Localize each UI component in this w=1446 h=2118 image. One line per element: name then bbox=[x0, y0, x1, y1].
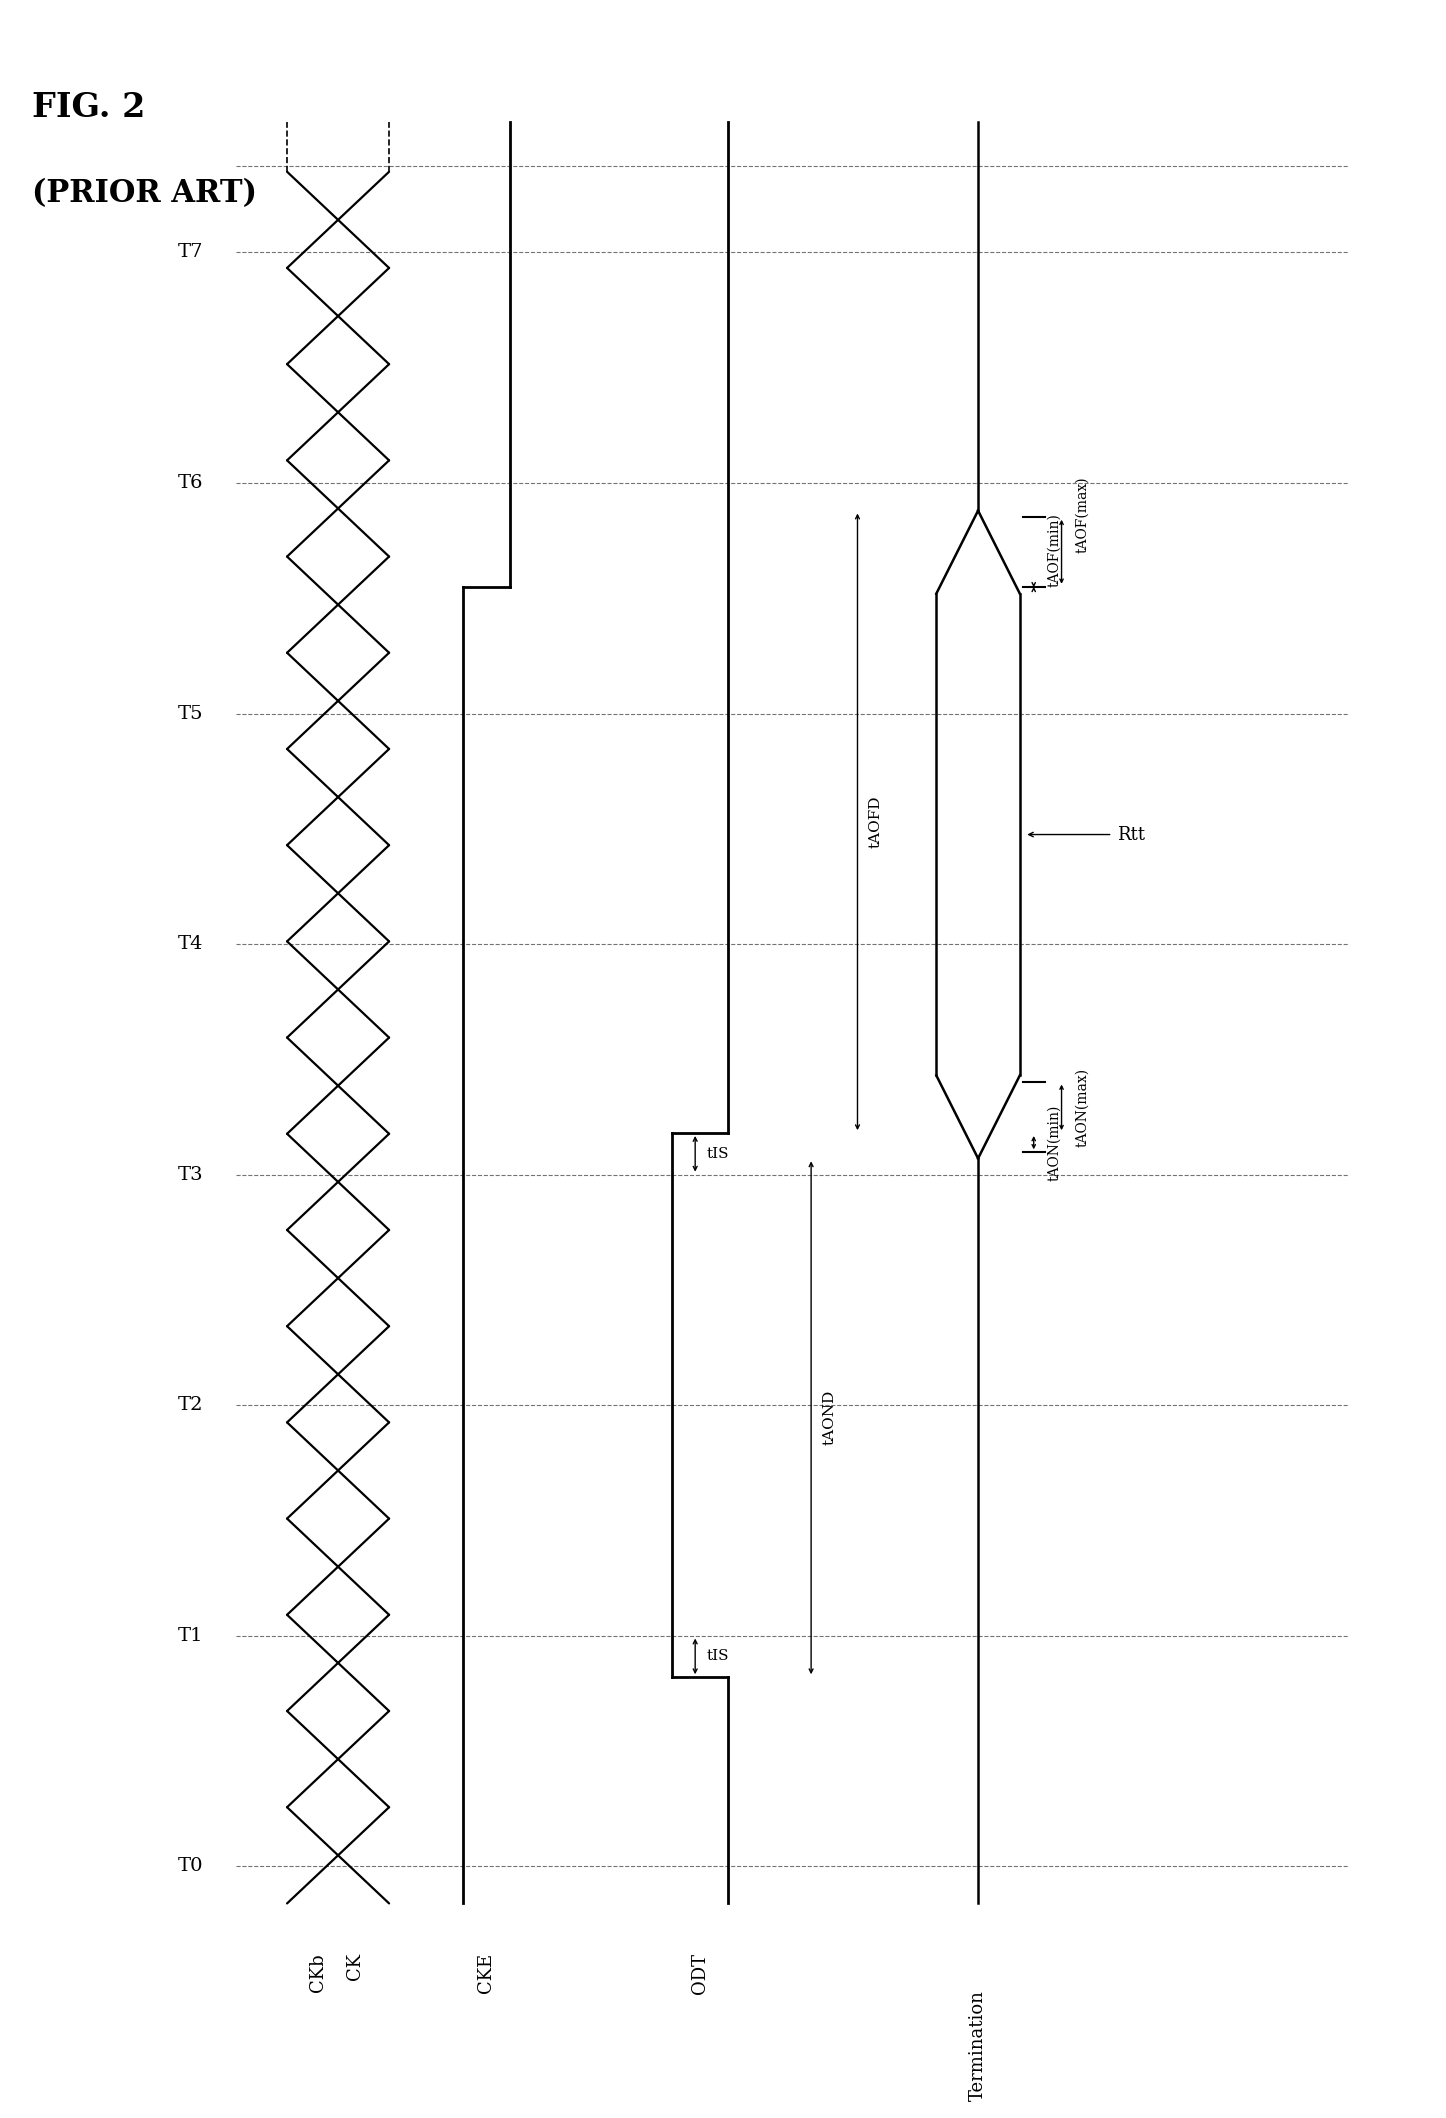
Text: tAOND: tAOND bbox=[823, 1389, 836, 1444]
Text: T3: T3 bbox=[178, 1165, 204, 1184]
Text: T7: T7 bbox=[178, 244, 204, 261]
Text: tAON(max): tAON(max) bbox=[1076, 1067, 1089, 1148]
Text: tAOF(max): tAOF(max) bbox=[1076, 477, 1089, 553]
Text: FIG. 2: FIG. 2 bbox=[32, 91, 146, 125]
Text: CK: CK bbox=[346, 1953, 364, 1980]
Text: tAOF(min): tAOF(min) bbox=[1048, 513, 1061, 587]
Text: tAON(min): tAON(min) bbox=[1048, 1103, 1061, 1182]
Text: T5: T5 bbox=[178, 705, 204, 722]
Text: T2: T2 bbox=[178, 1396, 204, 1415]
Text: Rtt: Rtt bbox=[1118, 826, 1145, 843]
Text: CKE: CKE bbox=[477, 1953, 496, 1993]
Text: T1: T1 bbox=[178, 1627, 204, 1646]
Text: T4: T4 bbox=[178, 934, 204, 953]
Text: T6: T6 bbox=[178, 474, 204, 491]
Text: Termination: Termination bbox=[969, 1991, 988, 2101]
Text: ODT: ODT bbox=[691, 1953, 709, 1993]
Text: T0: T0 bbox=[178, 1857, 204, 1874]
Text: (PRIOR ART): (PRIOR ART) bbox=[32, 178, 257, 210]
Text: CKb: CKb bbox=[308, 1953, 327, 1991]
Text: tIS: tIS bbox=[706, 1650, 729, 1663]
Text: tIS: tIS bbox=[706, 1146, 729, 1161]
Text: tAOFD: tAOFD bbox=[869, 796, 882, 847]
